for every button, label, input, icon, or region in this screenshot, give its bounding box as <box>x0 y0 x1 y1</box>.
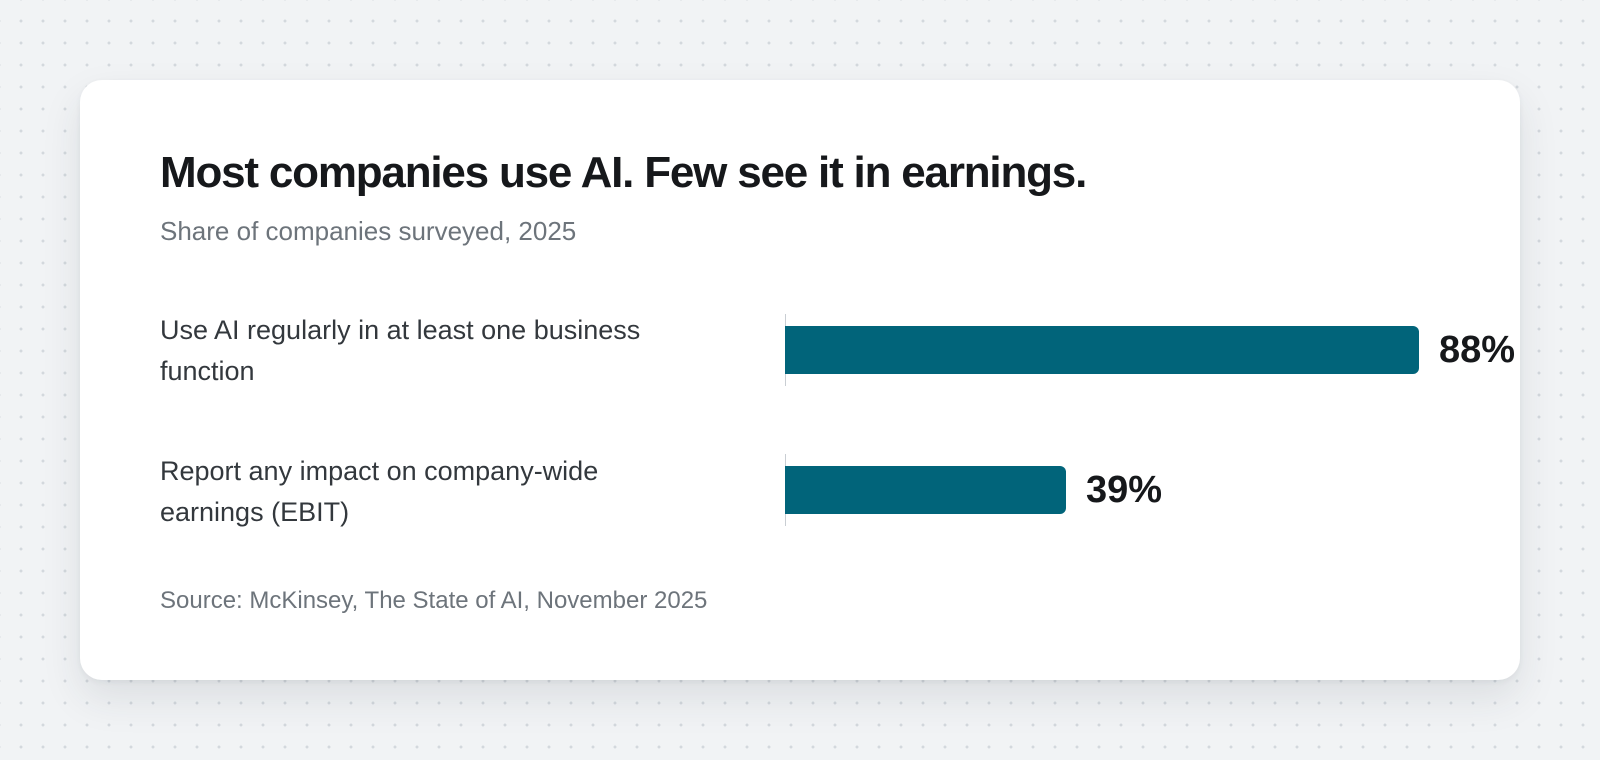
value-label: 39% <box>1086 469 1163 511</box>
bar <box>785 466 1066 514</box>
value-label: 88% <box>1439 329 1516 371</box>
source-note: Source: McKinsey, The State of AI, Novem… <box>160 587 708 614</box>
chart-title: Most companies use AI. Few see it in ear… <box>160 148 1087 197</box>
chart-card: Most companies use AI. Few see it in ear… <box>80 80 1520 680</box>
chart-subtitle: Share of companies surveyed, 2025 <box>160 216 577 246</box>
bar <box>785 326 1419 374</box>
bar-chart: Use AI regularly in at least one busines… <box>160 300 1515 570</box>
category-label: Use AI regularly in at least one busines… <box>160 315 641 386</box>
category-label: Report any impact on company-wide earnin… <box>160 456 599 527</box>
